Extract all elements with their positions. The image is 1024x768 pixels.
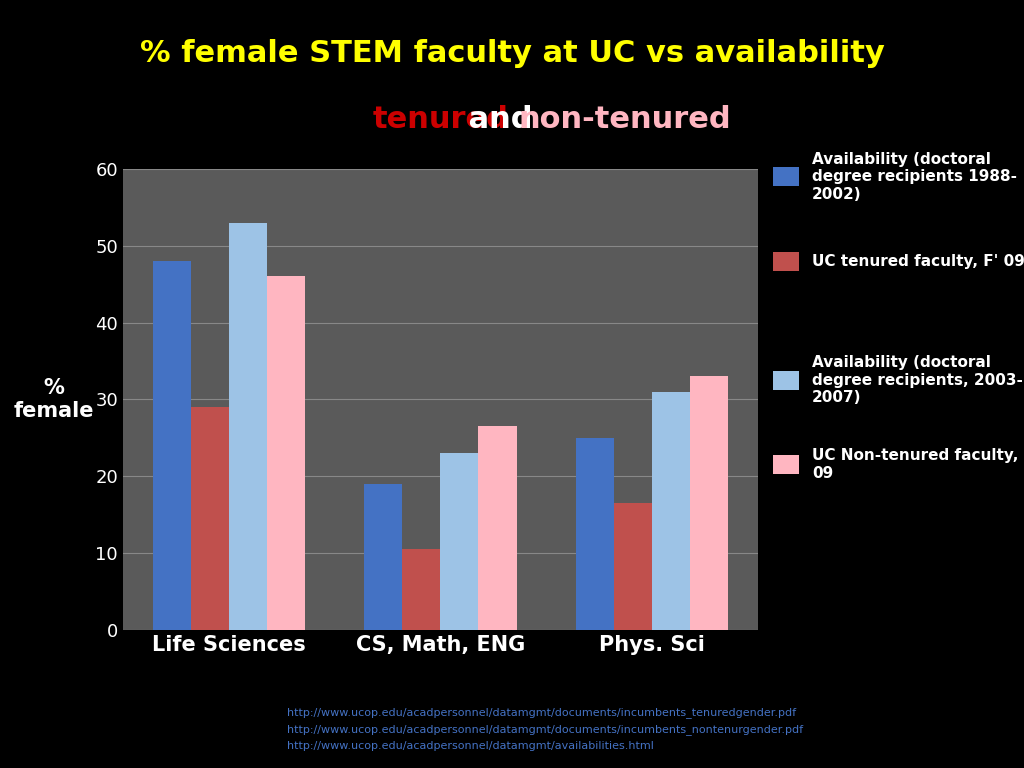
- Text: Availability (doctoral
degree recipients 1988-
2002): Availability (doctoral degree recipients…: [812, 152, 1017, 201]
- Text: non-tenured: non-tenured: [518, 104, 731, 134]
- Text: tenured: tenured: [373, 104, 509, 134]
- Bar: [652, 392, 690, 630]
- Text: http://www.ucop.edu/acadpersonnel/datamgmt/availabilities.html: http://www.ucop.edu/acadpersonnel/datamg…: [287, 741, 653, 752]
- Bar: [613, 503, 652, 630]
- Text: http://www.ucop.edu/acadpersonnel/datamgmt/documents/incumbents_tenuredgender.pd: http://www.ucop.edu/acadpersonnel/datamg…: [287, 707, 796, 718]
- Text: and: and: [458, 104, 543, 134]
- Bar: [575, 438, 613, 630]
- Text: Availability (doctoral
degree recipients, 2003-
2007): Availability (doctoral degree recipients…: [812, 356, 1023, 405]
- Bar: [365, 484, 402, 630]
- Bar: [153, 261, 190, 630]
- Text: UC Non-tenured faculty, F'
09: UC Non-tenured faculty, F' 09: [812, 449, 1024, 481]
- Bar: [190, 407, 228, 630]
- Bar: [228, 223, 267, 630]
- Text: % female STEM faculty at UC vs availability: % female STEM faculty at UC vs availabil…: [139, 39, 885, 68]
- Bar: [402, 549, 440, 630]
- Bar: [440, 453, 478, 630]
- Text: http://www.ucop.edu/acadpersonnel/datamgmt/documents/incumbents_nontenurgender.p: http://www.ucop.edu/acadpersonnel/datamg…: [287, 724, 803, 735]
- Bar: [690, 376, 728, 630]
- Bar: [478, 426, 516, 630]
- Bar: [267, 276, 305, 630]
- Y-axis label: %
female: % female: [13, 378, 94, 421]
- Text: UC tenured faculty, F' 09: UC tenured faculty, F' 09: [812, 253, 1024, 269]
